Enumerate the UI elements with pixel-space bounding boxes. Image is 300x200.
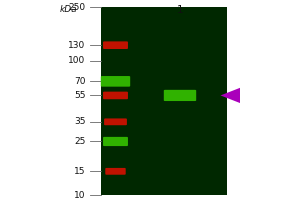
Text: 10: 10 [74, 190, 85, 200]
Text: 1: 1 [177, 5, 183, 15]
Text: 100: 100 [68, 56, 86, 65]
Text: 70: 70 [74, 77, 85, 86]
Bar [100, 7, 226, 195]
FancyBboxPatch shape [105, 168, 126, 175]
Text: 25: 25 [74, 137, 85, 146]
Polygon shape [220, 88, 240, 103]
Text: 130: 130 [68, 41, 86, 50]
FancyBboxPatch shape [104, 118, 127, 125]
Text: 250: 250 [68, 2, 86, 11]
Text: 35: 35 [74, 117, 85, 126]
FancyBboxPatch shape [101, 76, 130, 87]
FancyBboxPatch shape [164, 90, 196, 101]
FancyBboxPatch shape [103, 92, 128, 99]
Text: 15: 15 [74, 167, 85, 176]
FancyBboxPatch shape [103, 137, 128, 146]
Text: kDa: kDa [60, 5, 78, 14]
Text: 55: 55 [74, 91, 85, 100]
FancyBboxPatch shape [103, 41, 128, 49]
